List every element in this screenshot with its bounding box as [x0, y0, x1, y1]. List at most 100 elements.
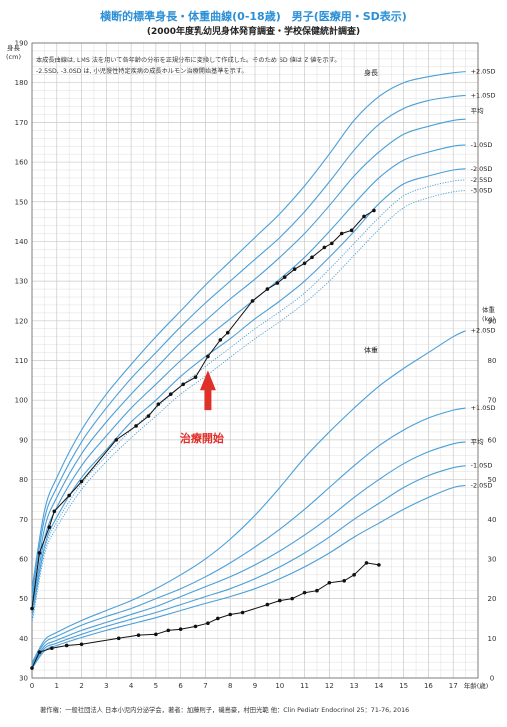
patient-height-point: [330, 241, 334, 246]
patient-height-point: [79, 479, 84, 484]
x-tick-label: 13: [350, 682, 359, 690]
patient-height-point: [302, 261, 307, 266]
patient-weight-point: [377, 563, 381, 567]
patient-height-point: [218, 338, 223, 342]
patient-weight-point: [30, 666, 34, 670]
x-tick-label: 9: [253, 682, 257, 690]
patient-height-point: [181, 382, 185, 387]
x-tick-label: 5: [154, 682, 158, 690]
patient-weight-point: [216, 616, 220, 621]
patient-weight-point: [277, 598, 282, 603]
y-left-tick-label: 120: [15, 317, 28, 325]
height-curve-label: 平均: [471, 106, 485, 115]
patient-height-point: [47, 525, 52, 529]
y-left-tick-label: 40: [19, 635, 28, 643]
patient-weight-point: [154, 632, 158, 637]
patient-weight-point: [50, 646, 54, 651]
patient-weight-point: [327, 580, 332, 585]
x-tick-label: 14: [374, 682, 383, 690]
copyright-footer: 著作権：一般社団法人 日本小児内分泌学会，著者：加藤則子，磯島豪，村田光範 他：…: [40, 707, 410, 714]
patient-height-point: [114, 438, 119, 442]
height-curve-label: -1.0SD: [471, 141, 493, 149]
patient-height-point: [52, 509, 57, 514]
y-right-tick-label: 0: [490, 675, 494, 683]
weight-section-label: 体重: [364, 346, 378, 355]
y-left-tick-label: 160: [15, 159, 28, 167]
height-curve-0: [31, 71, 466, 589]
patient-weight-point: [352, 573, 356, 577]
treatment-arrow: [199, 370, 216, 411]
patient-height-point: [30, 606, 34, 611]
patient-weight-point: [166, 628, 171, 633]
weight-curve-0: [31, 330, 466, 664]
weight-curve-4: [31, 484, 466, 669]
patient-height-point: [339, 231, 344, 236]
x-tick-label: 2: [79, 682, 83, 690]
patient-weight-point: [79, 642, 84, 647]
patient-height-point: [37, 551, 42, 555]
patient-weight-point: [64, 643, 69, 648]
height-curve-label: -2.5SD: [471, 176, 493, 184]
x-tick-label: 8: [228, 682, 232, 690]
height-curve-5: [31, 179, 466, 620]
y-left-tick-label: 180: [15, 79, 28, 87]
patient-height-point: [134, 424, 138, 428]
y-left-tick-label: 70: [19, 516, 28, 524]
y-left-tick-label: 50: [19, 595, 28, 603]
patient-height-point: [67, 493, 71, 498]
patient-weight-point: [228, 612, 233, 617]
patient-weight-point: [265, 602, 270, 607]
chart-title: 横断的標準身長・体重曲線(0-18歳) 男子(医療用・SD表示): [100, 10, 407, 23]
patient-height-point: [275, 281, 280, 285]
patient-weight-point: [178, 627, 183, 631]
treatment-start-label: 治療開始: [180, 431, 224, 445]
patient-height-line: [31, 210, 375, 609]
note-line-2: -2.5SD, -3.0SD は, 小児慢性特定疾病の成長ホルモン治療開始基準を…: [36, 68, 248, 75]
x-tick-label: 3: [104, 682, 108, 690]
x-tick-label: 12: [325, 682, 334, 690]
y-left-tick-label: 150: [15, 198, 28, 206]
y-left-tick-label: 60: [19, 555, 28, 563]
height-curve-4: [31, 168, 466, 617]
weight-curve-label: 平均: [471, 437, 485, 446]
height-curve-2: [31, 118, 466, 603]
patient-weight-point: [364, 561, 369, 565]
y-right-tick-label: 30: [488, 555, 497, 563]
x-tick-label: 16: [424, 682, 433, 690]
weight-curve-label: +2.0SD: [471, 327, 496, 335]
x-tick-label: 15: [399, 682, 408, 690]
patient-height-point: [225, 330, 230, 335]
height-curve-label: +1.0SD: [471, 91, 496, 99]
x-tick-label: 4: [129, 682, 134, 690]
y-right-tick-label: 90: [488, 317, 497, 325]
patient-weight-point: [116, 636, 121, 641]
y-left-tick-label: 130: [15, 278, 28, 286]
patient-height-point: [206, 354, 210, 359]
x-tick-label: 0: [30, 682, 34, 690]
patient-height-point: [146, 414, 151, 418]
height-section-label: 身長: [364, 68, 378, 77]
y-axis-left-label: 身長 (cm): [6, 44, 21, 62]
y-left-tick-label: 170: [15, 119, 28, 127]
x-tick-label: 7: [203, 682, 207, 690]
y-left-tick-label: 30: [19, 675, 28, 683]
y-right-tick-label: 70: [488, 397, 497, 405]
patient-height-point: [168, 392, 173, 397]
weight-curve-label: -1.0SD: [471, 462, 493, 470]
x-tick-label: 6: [178, 682, 183, 690]
patient-weight-point: [193, 624, 198, 629]
patient-weight-point: [136, 633, 141, 637]
patient-weight-point: [37, 650, 42, 655]
patient-height-point: [265, 287, 270, 291]
patient-height-point: [372, 208, 376, 213]
height-curve-label: +2.0SD: [471, 68, 496, 76]
y-right-label-text: 体重 (kg): [482, 306, 495, 323]
patient-weight-point: [315, 588, 319, 593]
y-left-label-text: 身長 (cm): [6, 44, 21, 61]
x-tick-label: 17: [449, 682, 458, 690]
y-left-tick-label: 140: [15, 238, 28, 246]
weight-curve-label: +1.0SD: [471, 404, 496, 412]
x-tick-label: 1: [55, 682, 59, 690]
plot-frame: [31, 42, 479, 679]
